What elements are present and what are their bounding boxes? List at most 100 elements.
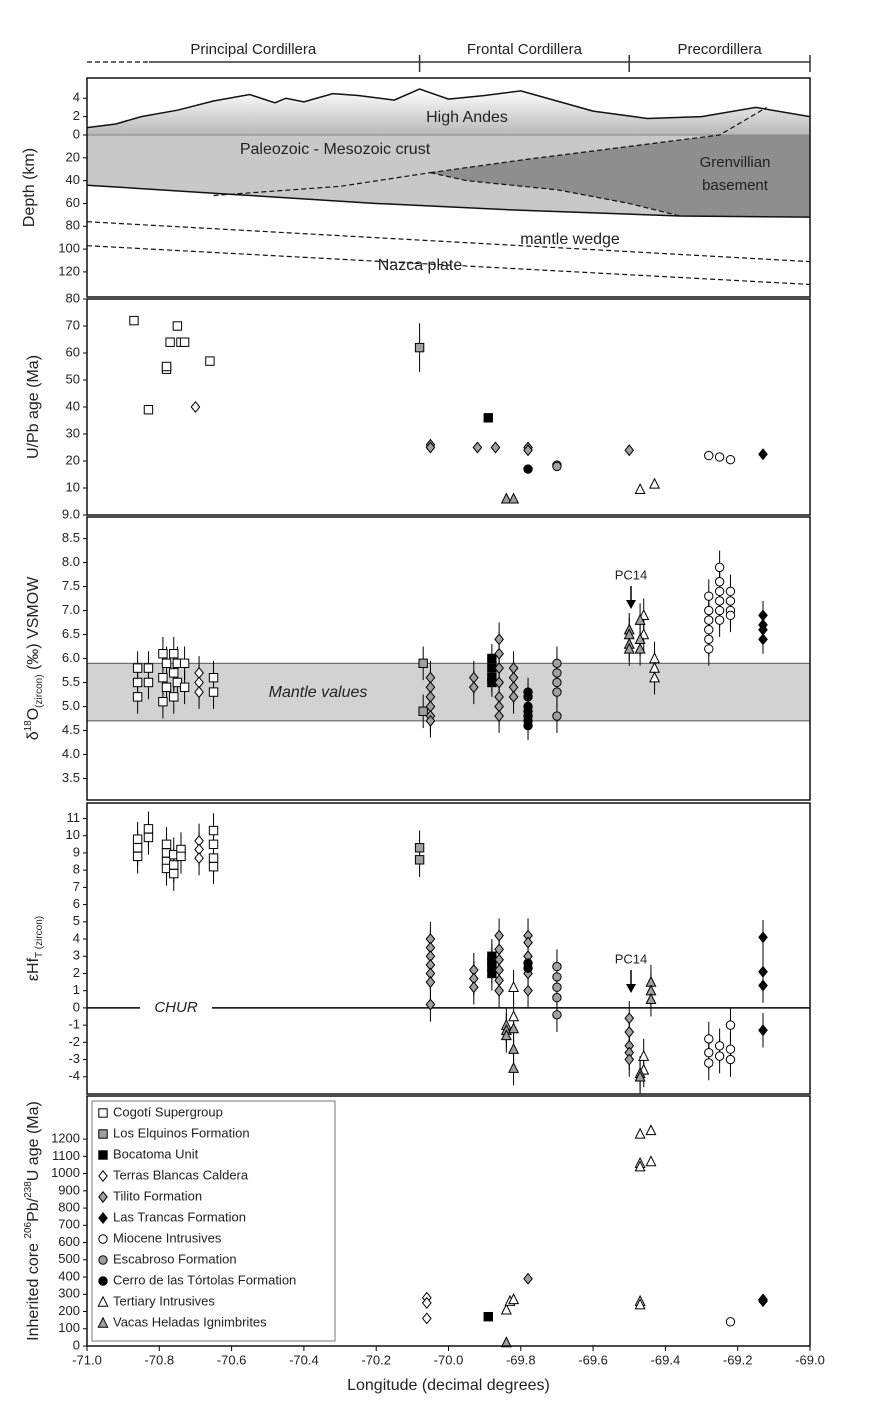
marker	[634, 642, 646, 654]
marker	[494, 676, 504, 689]
legend-label: Miocene Intrusives	[113, 1230, 222, 1245]
marker	[725, 1044, 736, 1054]
marker	[161, 658, 172, 668]
marker	[552, 711, 562, 721]
y-tick-label: 120	[58, 263, 80, 278]
x-tick-label: -70.4	[289, 1352, 319, 1367]
y-tick-label: 500	[58, 1251, 80, 1266]
y-tick-label: 6.5	[62, 626, 80, 641]
marker	[704, 591, 714, 601]
marker	[725, 610, 736, 621]
marker	[714, 1041, 725, 1051]
panel-frame	[86, 516, 811, 801]
x-axis-label: Longitude (decimal degrees)	[347, 1377, 550, 1394]
legend-label: Vacas Heladas Ignimbrites	[113, 1314, 267, 1329]
y-tick-label: 100	[58, 241, 80, 256]
y-axis-label-part: (zircon)	[34, 674, 45, 707]
marker	[143, 405, 154, 415]
y-axis-label: Inherited core 206Pb/238U age (Ma)	[23, 1101, 42, 1341]
marker	[649, 671, 661, 683]
marker	[176, 851, 186, 862]
y-axis-label-part: 206	[23, 1221, 34, 1238]
marker	[169, 668, 179, 678]
y-tick-label: 11	[67, 810, 81, 825]
panel-frame	[86, 1095, 811, 1347]
x-tick-label: -71.0	[72, 1352, 102, 1367]
y-tick-label: 4	[73, 930, 80, 945]
marker	[758, 1295, 768, 1308]
y-tick-label: -4	[68, 1068, 80, 1083]
y-axis-label-part: Depth (km)	[21, 148, 38, 227]
marker	[169, 649, 179, 659]
y-tick-label: 5.0	[62, 698, 80, 713]
marker	[634, 1160, 646, 1172]
y-tick-label: 0	[73, 1337, 80, 1352]
marker	[714, 562, 725, 573]
legend-label: Bocatoma Unit	[113, 1146, 199, 1161]
section-label: Grenvillian	[700, 154, 771, 171]
legend-marker	[98, 1150, 108, 1160]
y-axis-label-part: Pb/	[25, 1197, 42, 1222]
marker	[172, 677, 183, 688]
legend-marker	[98, 1212, 108, 1224]
marker	[523, 1272, 533, 1285]
y-axis-label-part: (‰) VSMOW	[25, 576, 42, 675]
y-tick-label: 9.0	[62, 506, 80, 521]
legend-label: Escabroso Formation	[113, 1251, 237, 1266]
marker	[624, 1026, 635, 1039]
marker	[758, 633, 768, 646]
marker	[552, 668, 562, 678]
y-tick-label: 60	[66, 195, 80, 210]
marker	[634, 483, 646, 495]
legend-label: Terras Blancas Caldera	[113, 1167, 249, 1182]
y-tick-label: -3	[68, 1051, 80, 1066]
marker	[634, 1127, 646, 1139]
boundary	[213, 172, 431, 197]
marker	[649, 477, 661, 489]
legend-label: Cerro de las Tórtolas Formation	[113, 1272, 296, 1287]
y-axis-label: εHfT (zircon)	[25, 916, 45, 981]
y-tick-label: -2	[68, 1034, 80, 1049]
legend-label: Tertiary Intrusives	[113, 1293, 215, 1308]
marker	[704, 615, 714, 625]
y-tick-label: 300	[58, 1286, 80, 1301]
marker	[169, 868, 179, 879]
y-axis-label: Depth (km)	[21, 148, 38, 227]
boundary	[86, 221, 811, 263]
annotation-arrow	[626, 600, 636, 609]
marker	[704, 644, 714, 654]
marker	[508, 690, 519, 703]
marker	[165, 337, 175, 347]
y-tick-label: 7	[73, 879, 80, 894]
marker	[194, 852, 204, 865]
marker	[425, 976, 436, 989]
marker	[421, 1312, 432, 1325]
legend-marker	[98, 1234, 108, 1244]
marker	[714, 452, 725, 462]
marker	[645, 1124, 657, 1136]
y-tick-label: 700	[58, 1217, 80, 1232]
marker	[508, 1022, 520, 1034]
marker	[158, 649, 168, 659]
marker	[552, 972, 562, 982]
marker	[143, 677, 154, 688]
marker	[704, 1047, 714, 1058]
marker	[523, 936, 533, 949]
region-label: Frontal Cordillera	[467, 41, 583, 58]
marker	[205, 356, 215, 366]
marker	[132, 834, 143, 844]
marker	[425, 714, 436, 727]
band-label: Mantle values	[269, 684, 368, 701]
x-tick-label: -70.8	[144, 1352, 174, 1367]
x-tick-label: -69.4	[651, 1352, 681, 1367]
y-tick-label: 80	[66, 218, 80, 233]
y-tick-label: 1200	[51, 1131, 80, 1146]
marker	[523, 444, 533, 457]
y-tick-label: 6.0	[62, 650, 80, 665]
marker	[421, 1296, 432, 1309]
marker	[414, 855, 425, 865]
marker	[500, 1303, 512, 1315]
y-tick-label: 9	[73, 844, 80, 859]
x-tick-label: -70.0	[434, 1352, 464, 1367]
marker	[494, 710, 504, 723]
